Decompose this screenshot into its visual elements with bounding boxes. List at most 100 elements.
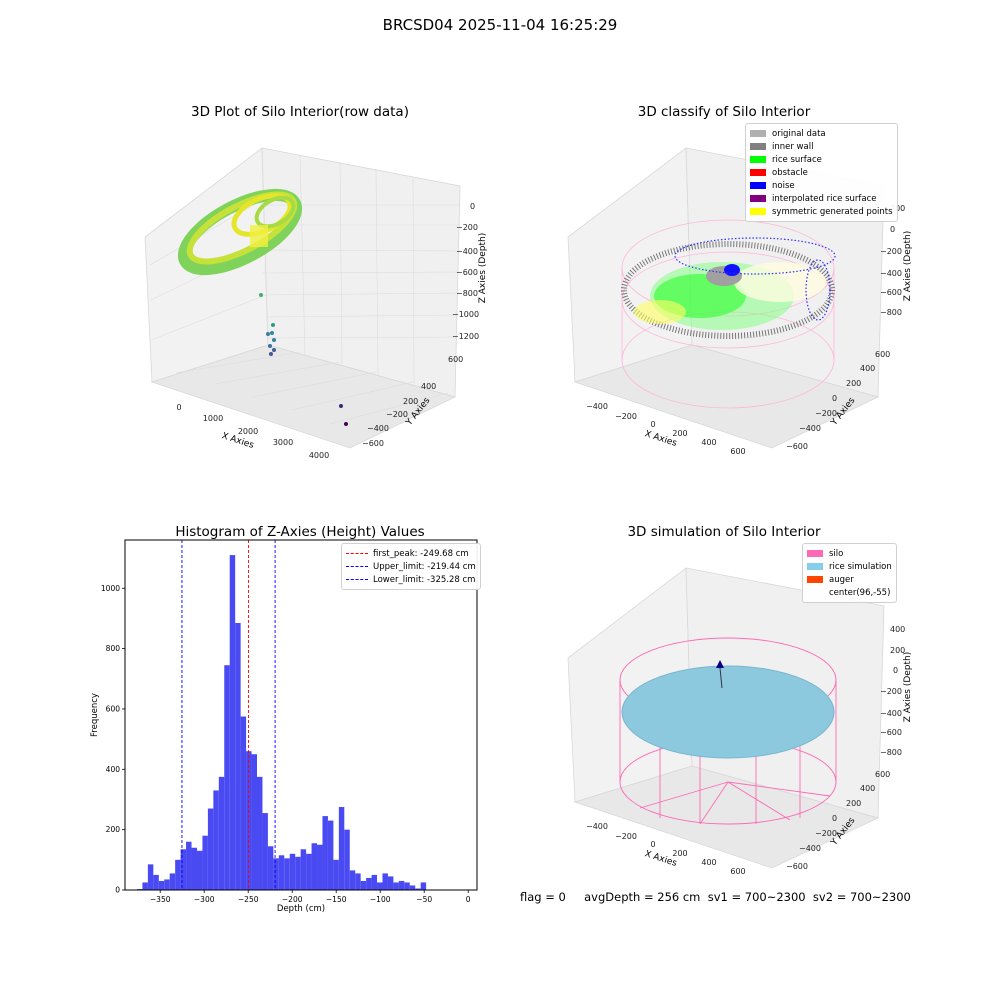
- histogram-bar: [393, 882, 399, 890]
- legend-swatch: [807, 589, 823, 596]
- histogram-bar: [213, 790, 219, 890]
- legend-entry-rice-surface: rice surface: [750, 153, 893, 166]
- classify-ztick: 200: [890, 204, 905, 213]
- hist-xlabel: Depth (cm): [277, 904, 325, 914]
- status-footer: flag = 0 avgDepth = 256 cm sv1 = 700~230…: [520, 890, 911, 904]
- legend-swatch: [750, 143, 766, 150]
- sim-xtick: 400: [701, 858, 716, 867]
- histogram-bar: [284, 858, 290, 890]
- histogram-bar: [142, 882, 148, 890]
- raw-ztick: −1200: [452, 332, 479, 341]
- y-tick-label: 400: [106, 765, 121, 774]
- x-tick-label: −50: [416, 895, 432, 904]
- raw-ytick: 200: [403, 397, 418, 406]
- classify-ztick: −200: [880, 247, 902, 256]
- sim-ytick: −400: [799, 844, 821, 853]
- histogram-bar: [409, 885, 416, 890]
- histogram-bar: [251, 754, 257, 890]
- hist-ylabel: Frequency: [90, 693, 100, 737]
- legend-line: [346, 566, 368, 567]
- classify-ztick: 0: [890, 225, 895, 234]
- histogram-bar: [322, 816, 328, 890]
- classify-ztick: −600: [880, 288, 902, 297]
- sim-ytick: 0: [832, 814, 837, 823]
- sim-ztick: −400: [880, 709, 902, 718]
- classify-ytick: 600: [875, 350, 890, 359]
- x-tick-label: 0: [466, 895, 471, 904]
- raw-zlabel: Z Axies (Depth): [478, 233, 488, 304]
- sim-ztick: 0: [893, 666, 898, 675]
- sim-rice-surface: [621, 665, 835, 759]
- sim-ytick: 600: [875, 770, 890, 779]
- classify-ytick: 200: [846, 379, 861, 388]
- hist-legend: first_peak: -249.68 cm Upper_limit: -219…: [341, 543, 481, 590]
- legend-label: silo: [829, 548, 844, 559]
- classify-legend: original data inner wall rice surface ob…: [745, 123, 898, 222]
- raw-plot-title: 3D Plot of Silo Interior(row data): [191, 104, 409, 120]
- legend-swatch: [750, 208, 766, 215]
- histogram-bar: [420, 882, 427, 890]
- figure-title: BRCSD04 2025-11-04 16:25:29: [382, 16, 618, 34]
- classify-xtick: 400: [701, 438, 716, 447]
- x-tick-label: −200: [282, 895, 303, 904]
- classify-ztick: −800: [880, 308, 902, 317]
- legend-entry-silo: silo: [807, 547, 892, 560]
- classify-xtick: 600: [730, 447, 745, 456]
- sim-ztick: −600: [880, 728, 902, 737]
- sim-xtick: 200: [672, 849, 687, 858]
- sim-auger-marker: [716, 660, 724, 668]
- histogram-bar: [240, 716, 247, 890]
- classify-ytick: −200: [815, 409, 837, 418]
- histogram-bar: [186, 841, 192, 890]
- histogram-bar: [196, 850, 203, 890]
- raw-surface-points: [177, 188, 348, 426]
- legend-label: first_peak: -249.68 cm: [373, 548, 469, 559]
- histogram-bar: [360, 880, 367, 890]
- x-tick-label: −150: [326, 895, 347, 904]
- y-tick-label: 0: [115, 886, 120, 895]
- legend-swatch: [750, 156, 766, 163]
- y-tick-label: 1000: [101, 584, 120, 593]
- classify-zlabel: Z Axies (Depth): [903, 231, 913, 302]
- histogram-bar: [333, 859, 339, 890]
- histogram-bar: [349, 870, 356, 890]
- legend-label: noise: [772, 180, 795, 191]
- histogram-bar: [169, 873, 176, 890]
- histogram-bar: [300, 849, 307, 890]
- sim-ytick: 400: [860, 784, 875, 793]
- y-tick-label: 200: [106, 825, 121, 834]
- legend-label: inner wall: [772, 141, 814, 152]
- legend-entry-inner-wall: inner wall: [750, 140, 893, 153]
- legend-entry-obstacle: obstacle: [750, 166, 893, 179]
- histogram-bar: [344, 829, 350, 890]
- histogram-bar: [224, 665, 230, 890]
- sim-xtick: −200: [615, 832, 637, 841]
- histogram-bar: [387, 876, 394, 890]
- classify-ytick: −600: [786, 442, 808, 451]
- raw-ytick: 400: [421, 382, 436, 391]
- legend-label: Lower_limit: -325.28 cm: [373, 574, 476, 585]
- histogram-bar: [327, 820, 334, 890]
- legend-entry-lower-limit: Lower_limit: -325.28 cm: [346, 573, 476, 586]
- legend-label: interpolated rice surface: [772, 193, 877, 204]
- raw-ytick: −600: [362, 439, 384, 448]
- classify-xtick: −400: [586, 402, 608, 411]
- raw-xtick: 3000: [273, 438, 293, 447]
- histogram-bar: [355, 873, 361, 890]
- classify-xtick: 200: [672, 429, 687, 438]
- histogram-bar: [235, 622, 241, 890]
- legend-entry-noise: noise: [750, 179, 893, 192]
- sim-plot-title: 3D simulation of Silo Interior: [627, 524, 821, 540]
- raw-ztick: −800: [456, 289, 478, 298]
- legend-label: rice surface: [772, 154, 822, 165]
- sim-ytick: 200: [846, 799, 861, 808]
- histogram-bar: [191, 847, 197, 890]
- legend-line: [346, 553, 368, 554]
- classify-xtick: 0: [650, 420, 655, 429]
- histogram-reference-lines: [181, 540, 276, 890]
- classify-ytick: 0: [832, 394, 837, 403]
- histogram-bar: [317, 844, 323, 890]
- legend-line: [346, 579, 368, 580]
- legend-label: auger: [829, 574, 854, 585]
- x-tick-label: −300: [194, 895, 215, 904]
